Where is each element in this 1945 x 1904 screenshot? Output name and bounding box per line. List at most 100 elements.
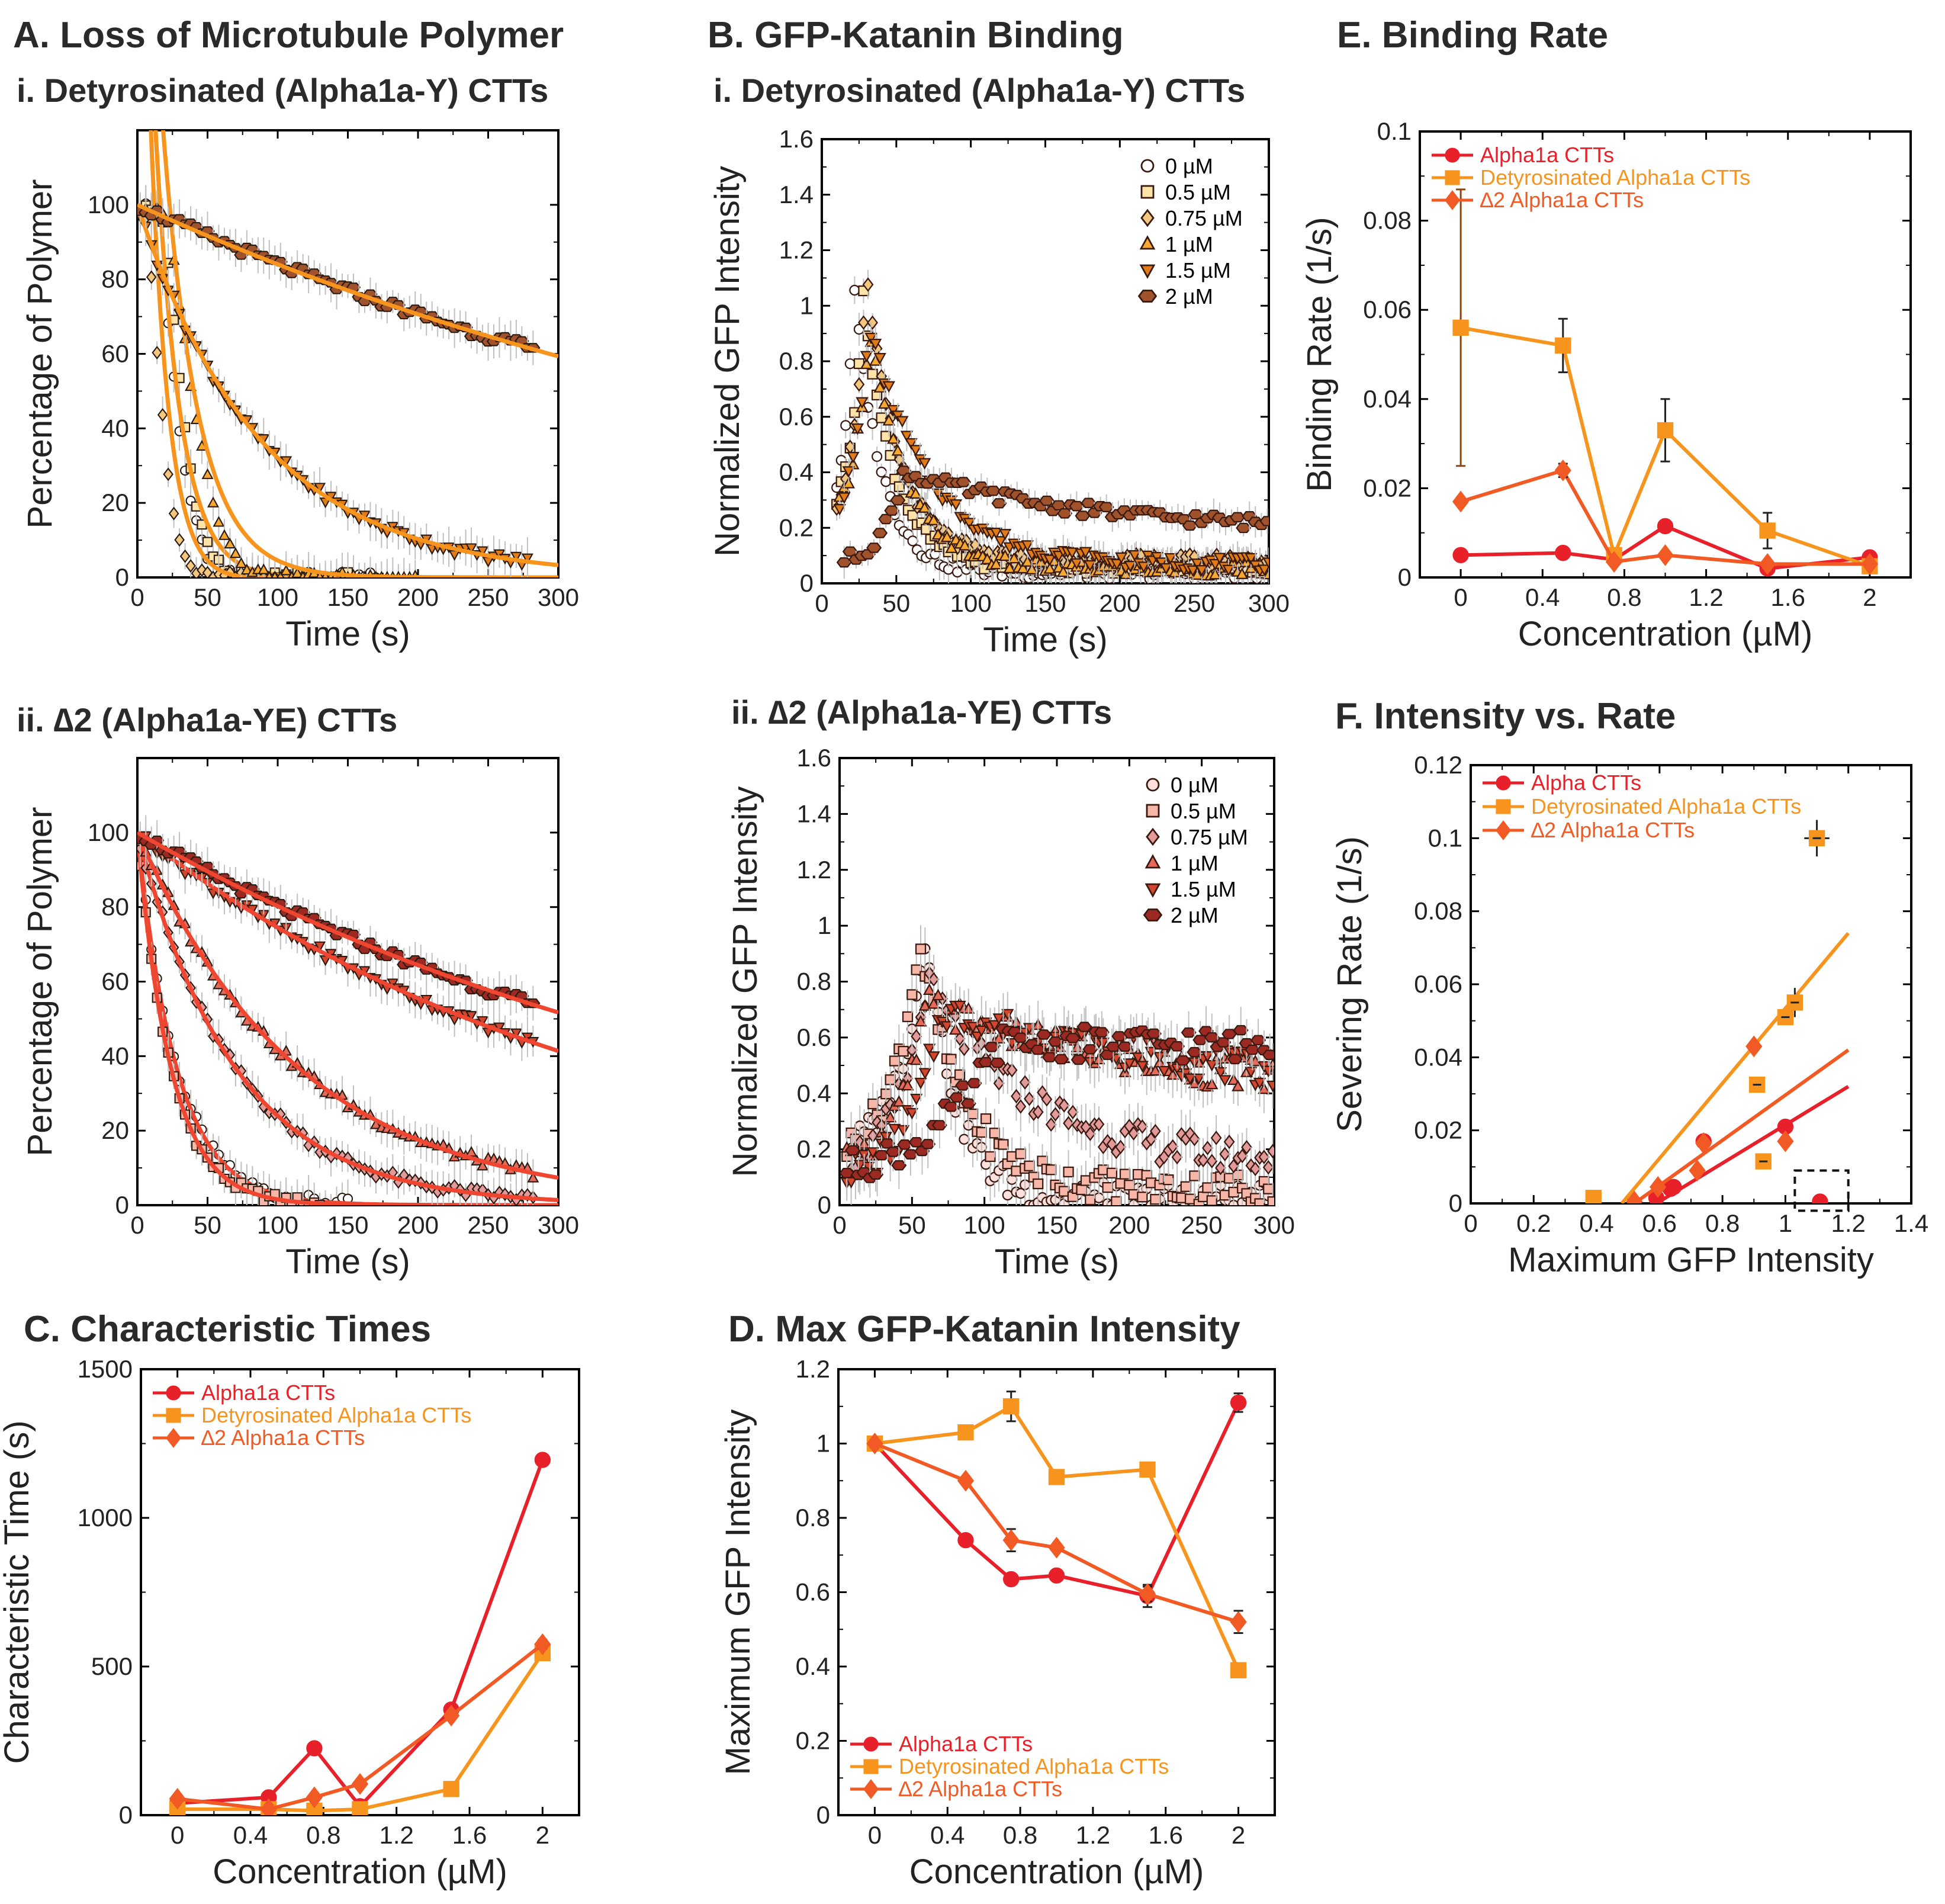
data-point [1019,1075,1031,1090]
data-point [853,377,865,392]
series-line [177,1642,544,1812]
panel-subtitle-Ai: i. Detyrosinated (Alpha1a-Y) CTTs [17,72,548,109]
y-tick-label: 1.4 [779,181,814,208]
data-point [1136,1119,1148,1134]
legend-label: 0 µM [1171,773,1219,797]
y-tick-label: 0.02 [1414,1116,1462,1144]
y-tick-label: 0 [115,563,129,591]
data-point [878,397,891,409]
data-point [949,499,963,511]
data-point [1065,1033,1081,1043]
legend-marker [1496,799,1511,814]
data-point [1267,1144,1274,1159]
data-point [1210,1131,1222,1145]
data-point [966,1078,982,1089]
y-tick-label: 40 [101,1042,129,1070]
data-point [893,481,905,492]
data-point [967,1108,979,1120]
legend-marker [166,1408,181,1423]
data-point [873,381,886,393]
y-tick-label: 0 [119,1801,133,1829]
data-point [983,1042,999,1052]
legend-label: 1.5 µM [1165,258,1231,282]
data-point [918,999,932,1011]
y-tick-label: 1.4 [797,800,831,827]
legend-label: ∆2 Alpha1a CTTs [201,1425,365,1450]
x-tick-label: 200 [397,583,439,611]
series-line [874,1441,1239,1624]
data-point [476,1016,489,1028]
legend-label: ∆2 Alpha1a CTTs [899,1777,1062,1801]
data-point [1262,557,1269,569]
data-point [1188,509,1204,520]
x-axis-label: Concentration (µM) [213,1852,507,1891]
panel-title-F: F. Intensity vs. Rate [1335,696,1676,737]
x-tick-label: 1.2 [1831,1209,1866,1237]
legend-label: 1.5 µM [1171,877,1236,901]
x-tick-label: 0.4 [1579,1209,1613,1237]
data-point [1150,1194,1161,1205]
data-point [443,1704,460,1727]
plot-frame [140,1368,580,1816]
data-point [940,1021,953,1033]
y-tick-label: 1.2 [797,856,831,884]
data-point [909,445,922,457]
data-point [201,468,214,479]
data-point [906,989,918,1000]
data-point [946,1054,957,1065]
y-tick-label: 0.06 [1363,296,1412,323]
y-tick-label: 0.6 [796,1578,830,1606]
data-point [998,1139,1009,1150]
data-point [1227,1073,1240,1085]
data-point [1230,1611,1247,1633]
x-tick-label: 0 [832,1211,846,1239]
data-point [840,420,851,431]
data-point [976,1126,987,1138]
x-tick-label: 100 [257,583,298,611]
data-point [291,567,303,577]
data-point [510,1028,522,1039]
data-point [867,368,878,380]
data-point [1262,1160,1274,1175]
data-point [1213,553,1226,564]
data-point [905,438,918,450]
data-point [1063,1116,1074,1131]
data-point [879,1132,892,1144]
data-point [882,381,895,393]
data-point [1048,1567,1065,1584]
x-tick-label: 0 [1464,1209,1477,1237]
data-point [1236,522,1252,534]
data-point [931,488,944,500]
data-point [1666,1179,1682,1195]
data-point [956,477,972,487]
data-point [1201,1051,1214,1063]
fit-line [137,203,558,358]
data-point [1169,1041,1185,1052]
plot-area [840,925,1274,1205]
plot-area [137,130,558,577]
data-point [1006,1062,1018,1078]
y-tick-label: 0.1 [1428,824,1462,852]
data-point [1139,1461,1156,1478]
data-point [207,496,220,508]
series-Bii-1 [841,925,1274,1205]
data-point [1015,1148,1026,1160]
data-point [1262,1049,1274,1060]
data-point [1197,1152,1209,1168]
data-point [1202,1141,1213,1155]
x-tick-label: 200 [1108,1211,1150,1239]
x-tick-label: 0 [1454,583,1467,611]
data-point [1041,1092,1053,1107]
x-tick-label: 0.4 [1525,583,1560,611]
legend-label: Detyrosinated Alpha1a CTTs [1531,794,1801,818]
data-point [1063,1166,1074,1178]
y-tick-label: 0.4 [797,1079,831,1107]
x-tick-label: 250 [1174,589,1215,617]
data-point [1657,544,1674,566]
series-Bi-5 [836,460,1269,579]
data-point [844,1177,858,1189]
data-point [989,528,1003,540]
panel-title-A: A. Loss of Microtubule Polymer [13,15,564,56]
x-axis-label: Maximum GFP Intensity [1508,1241,1874,1279]
data-point [985,1151,996,1163]
